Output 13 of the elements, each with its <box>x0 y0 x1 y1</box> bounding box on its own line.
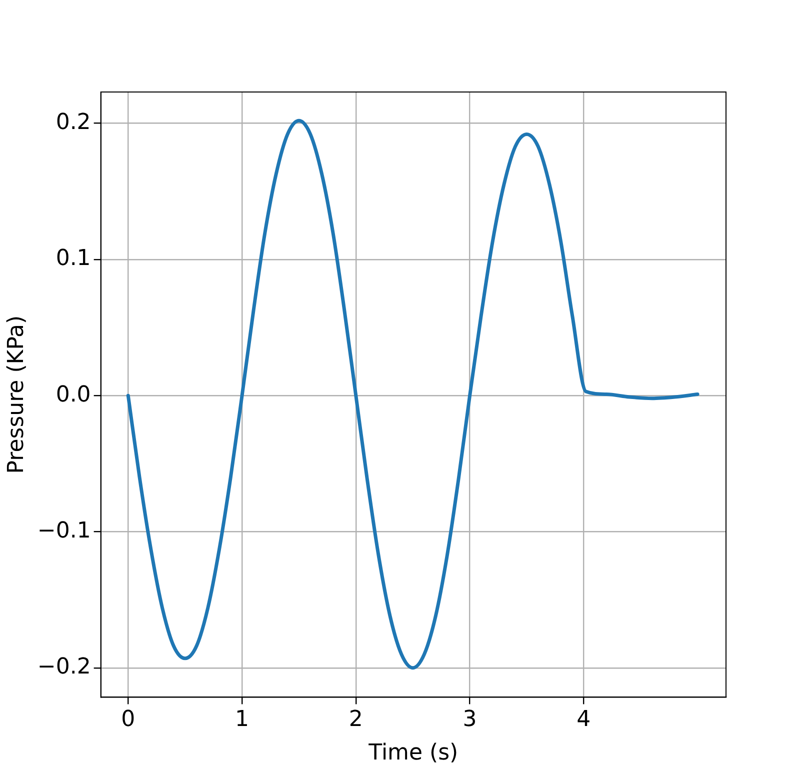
y-tick-label: 0.1 <box>56 246 91 272</box>
x-tick-label: 4 <box>576 707 591 732</box>
x-tick-label: 3 <box>462 707 477 732</box>
x-tick-label: 0 <box>121 707 136 732</box>
y-tick-label: 0.2 <box>56 110 91 136</box>
y-tick-label: −0.2 <box>37 654 91 680</box>
y-tick-label: −0.1 <box>37 518 91 544</box>
y-tick-label: 0.0 <box>56 382 91 408</box>
y-axis-title: Pressure (KPa) <box>4 315 29 474</box>
x-axis-title: Time (s) <box>368 740 458 766</box>
x-tick-label: 1 <box>235 707 250 732</box>
line-series <box>126 118 700 670</box>
x-tick-label: 2 <box>348 707 363 732</box>
